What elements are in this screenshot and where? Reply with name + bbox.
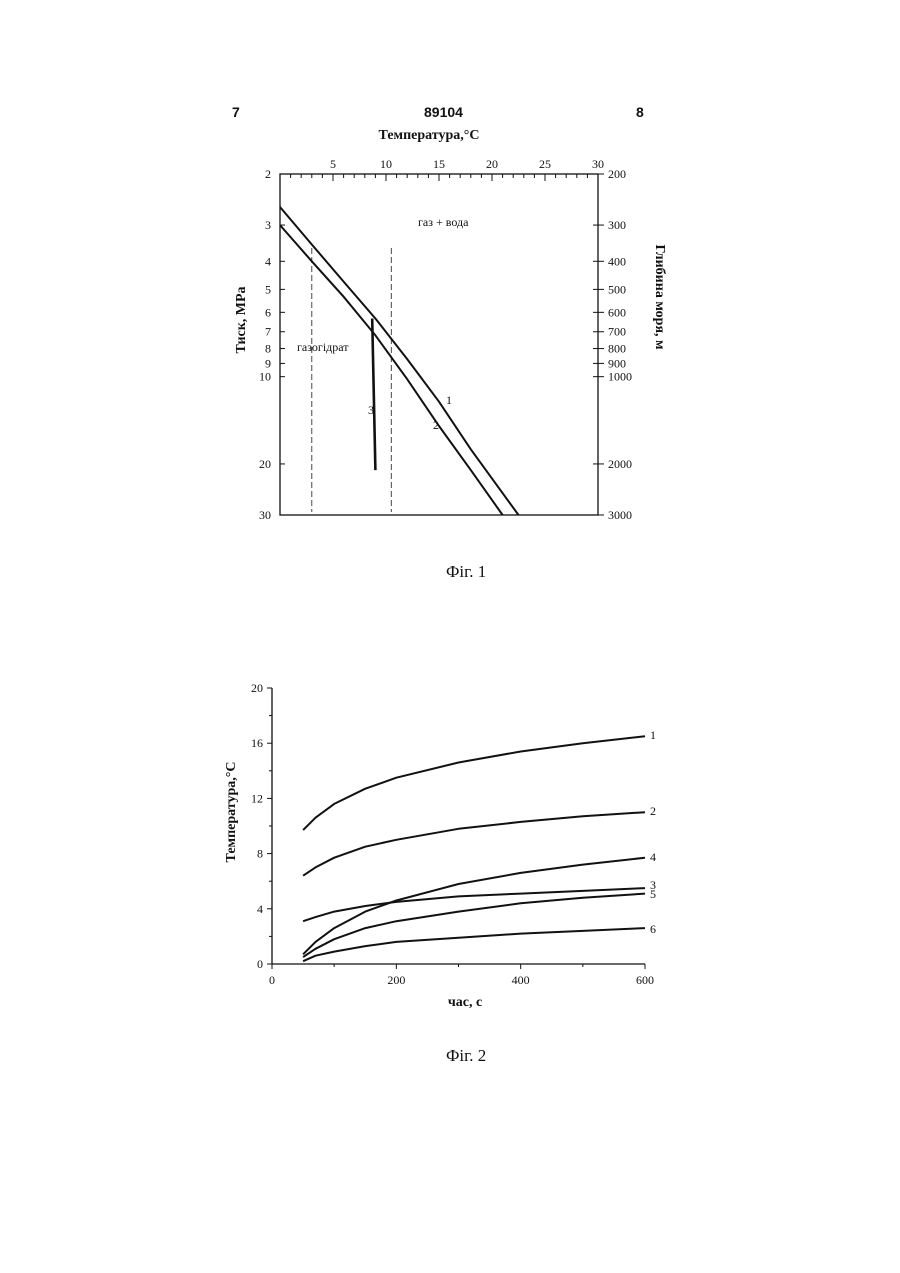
x-tick-label: 600 bbox=[636, 973, 654, 987]
y-tick-label: 20 bbox=[251, 681, 263, 695]
series-label: 1 bbox=[650, 728, 656, 742]
series-label: 6 bbox=[650, 922, 656, 936]
figure-2-caption: Фіг. 2 bbox=[446, 1046, 486, 1066]
series-label: 4 bbox=[650, 850, 656, 864]
y-axis-label: Температура,°С bbox=[224, 762, 239, 863]
x-tick-label: 400 bbox=[512, 973, 530, 987]
x-tick-label: 0 bbox=[269, 973, 275, 987]
series-line bbox=[303, 888, 645, 921]
x-axis-label: час, с bbox=[448, 995, 482, 1010]
series-line bbox=[303, 928, 645, 961]
y-tick-label: 12 bbox=[251, 791, 263, 805]
y-tick-label: 0 bbox=[257, 957, 263, 971]
series-line bbox=[303, 858, 645, 955]
series-label: 2 bbox=[650, 804, 656, 818]
series-line bbox=[303, 812, 645, 876]
y-tick-label: 16 bbox=[251, 736, 263, 750]
x-tick-label: 200 bbox=[387, 973, 405, 987]
y-tick-label: 8 bbox=[257, 847, 263, 861]
series-label: 5 bbox=[650, 887, 656, 901]
y-tick-label: 4 bbox=[257, 902, 263, 916]
